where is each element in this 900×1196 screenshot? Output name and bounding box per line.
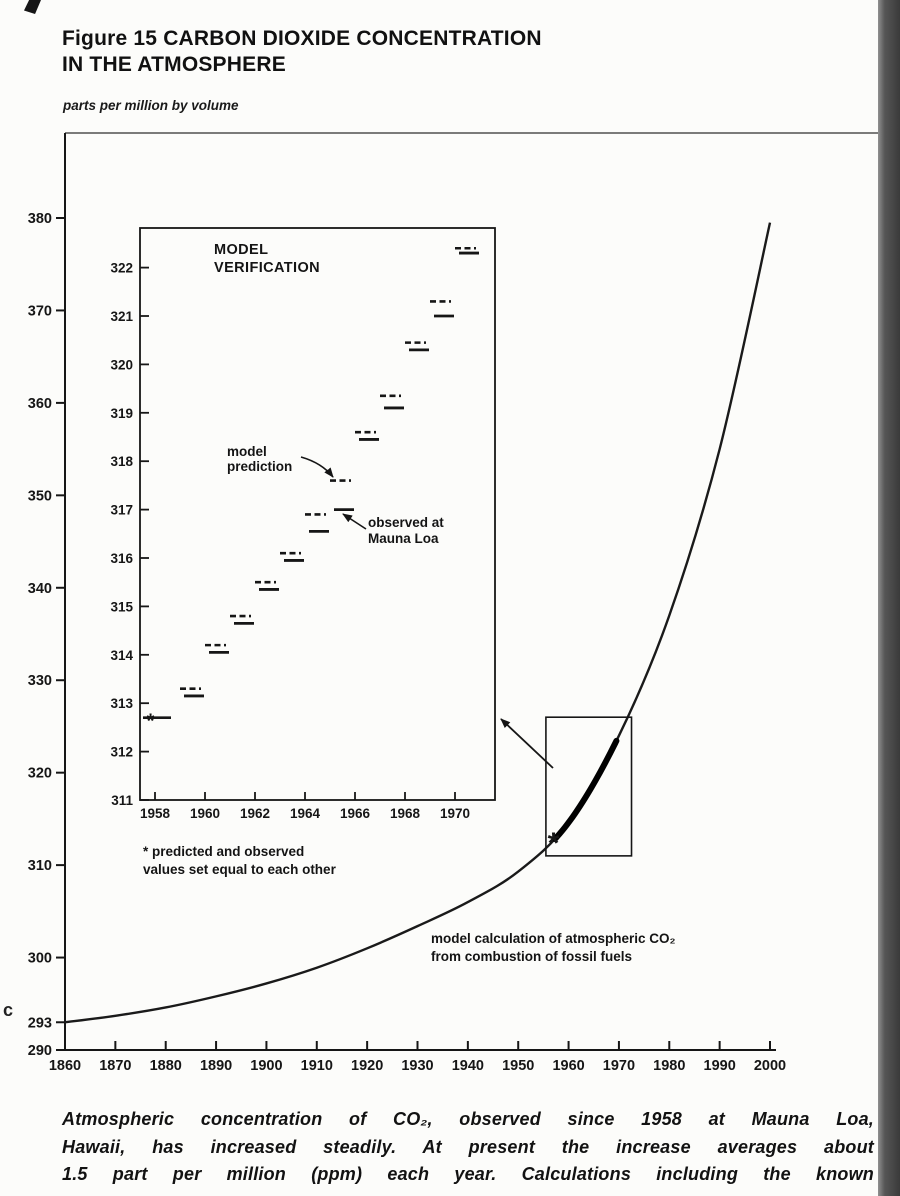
inset-x-tick-label: 1966: [340, 806, 371, 821]
figure-title-line2: IN THE ATMOSPHERE: [62, 53, 286, 76]
inset-x-tick-label: 1964: [290, 806, 321, 821]
y-tick-label: 320: [28, 766, 52, 782]
observed-label-line: Mauna Loa: [368, 531, 439, 546]
inset-y-tick-label: 320: [110, 357, 133, 372]
y-tick-label: 290: [28, 1043, 52, 1059]
y-axis-unit-label: parts per million by volume: [63, 98, 239, 113]
model-calculation-curve: [64, 222, 772, 1024]
model-prediction-line: prediction: [227, 459, 293, 474]
x-tick-label: 1900: [250, 1058, 282, 1074]
figure-title: Figure 15 CARBON DIOXIDE CONCENTRATION I…: [62, 26, 542, 78]
figure-title-line1: Figure 15 CARBON DIOXIDE CONCENTRATION: [62, 27, 542, 50]
model-prediction-label: model prediction: [227, 444, 292, 474]
x-tick-label: 1860: [49, 1058, 81, 1074]
x-tick-label: 1960: [552, 1058, 584, 1074]
observed-label-line: observed at: [368, 515, 444, 530]
inset-y-tick-label: 322: [110, 261, 133, 276]
x-tick-label: 1930: [401, 1058, 433, 1074]
inset-x-tick-label: 1968: [390, 806, 421, 821]
observed-arrow: [342, 513, 367, 530]
x-tick-label: 1950: [502, 1058, 534, 1074]
inset-y-tick-label: 321: [110, 309, 133, 324]
y-tick-label: 340: [28, 581, 52, 597]
x-tick-label: 1920: [351, 1058, 383, 1074]
y-tick-label: 370: [28, 303, 52, 319]
x-tick-label: 1970: [603, 1058, 635, 1074]
x-tick-label: 1940: [452, 1058, 484, 1074]
figure-caption: Atmospheric concentration of CO₂, observ…: [62, 1106, 874, 1189]
inset-y-tick-label: 319: [110, 406, 133, 421]
x-tick-label: 1910: [301, 1058, 333, 1074]
x-tick-label: 1890: [200, 1058, 232, 1074]
x-tick-label: 1880: [150, 1058, 182, 1074]
curve-label-line: from combustion of fossil fuels: [431, 949, 633, 964]
y-tick-label: 350: [28, 488, 52, 504]
y-tick-label: 293: [28, 1015, 52, 1031]
model-prediction-line: model: [227, 444, 267, 459]
footnote-line: values set equal to each other: [143, 862, 336, 877]
asterisk-footnote: * predicted and observed values set equa…: [143, 843, 336, 879]
x-tick-label: 1980: [653, 1058, 685, 1074]
main-axes: [64, 133, 776, 1051]
model-calculation-curve-label: model calculation of atmospheric CO₂ fro…: [431, 930, 676, 966]
inset-asterisk-marker: *: [147, 711, 155, 733]
y-tick-label: 310: [28, 858, 52, 874]
x-tick-label: 2000: [754, 1058, 786, 1074]
inset-title-line: VERIFICATION: [214, 260, 321, 276]
observed-at-mauna-loa-label: observed at Mauna Loa: [368, 515, 444, 547]
curve-asterisk-marker: *: [548, 827, 560, 860]
inset-frame: [139, 227, 496, 801]
inset-x-tick-label: 1962: [240, 806, 270, 821]
inset-y-tick-label: 318: [110, 454, 133, 469]
caption-line: 1.5 part per million (ppm) each year. Ca…: [62, 1164, 874, 1184]
y-tick-label: 380: [28, 211, 52, 227]
inset-x-tick-label: 1970: [440, 806, 470, 821]
zoom-pointer-arrow: [500, 718, 554, 769]
y-tick-label: 330: [28, 673, 52, 689]
inset-y-tick-label: 311: [111, 793, 133, 808]
inset-x-tick-label: 1960: [190, 806, 220, 821]
scan-edge-strip: [878, 0, 900, 1196]
y-tick-label: 360: [28, 396, 52, 412]
inset-y-tick-label: 317: [110, 503, 133, 518]
inset-x-tick-label: 1958: [140, 806, 171, 821]
inset-title-line: MODEL: [214, 242, 269, 258]
caption-line: Hawaii, has increased steadily. At prese…: [62, 1136, 874, 1157]
curve-label-line: model calculation of atmospheric CO₂: [431, 931, 676, 946]
x-tick-label: 1990: [704, 1058, 736, 1074]
model-prediction-arrow: [300, 456, 334, 478]
footnote-line: * predicted and observed: [143, 844, 305, 859]
x-tick-label: 1870: [99, 1058, 131, 1074]
zoom-region-box: [545, 716, 633, 857]
observed-thick-segment: [551, 737, 620, 843]
inset-y-tick-label: 313: [110, 696, 133, 711]
y-tick-label: 300: [28, 951, 52, 967]
inset-y-tick-label: 312: [110, 745, 133, 760]
inset-title: MODEL VERIFICATION: [214, 241, 320, 277]
caption-line: Atmospheric concentration of CO₂, observ…: [62, 1109, 874, 1129]
margin-mark: c: [3, 1000, 14, 1020]
inset-y-tick-label: 316: [110, 551, 133, 566]
inset-y-tick-label: 314: [110, 648, 133, 663]
inset-y-tick-label: 315: [110, 599, 133, 614]
